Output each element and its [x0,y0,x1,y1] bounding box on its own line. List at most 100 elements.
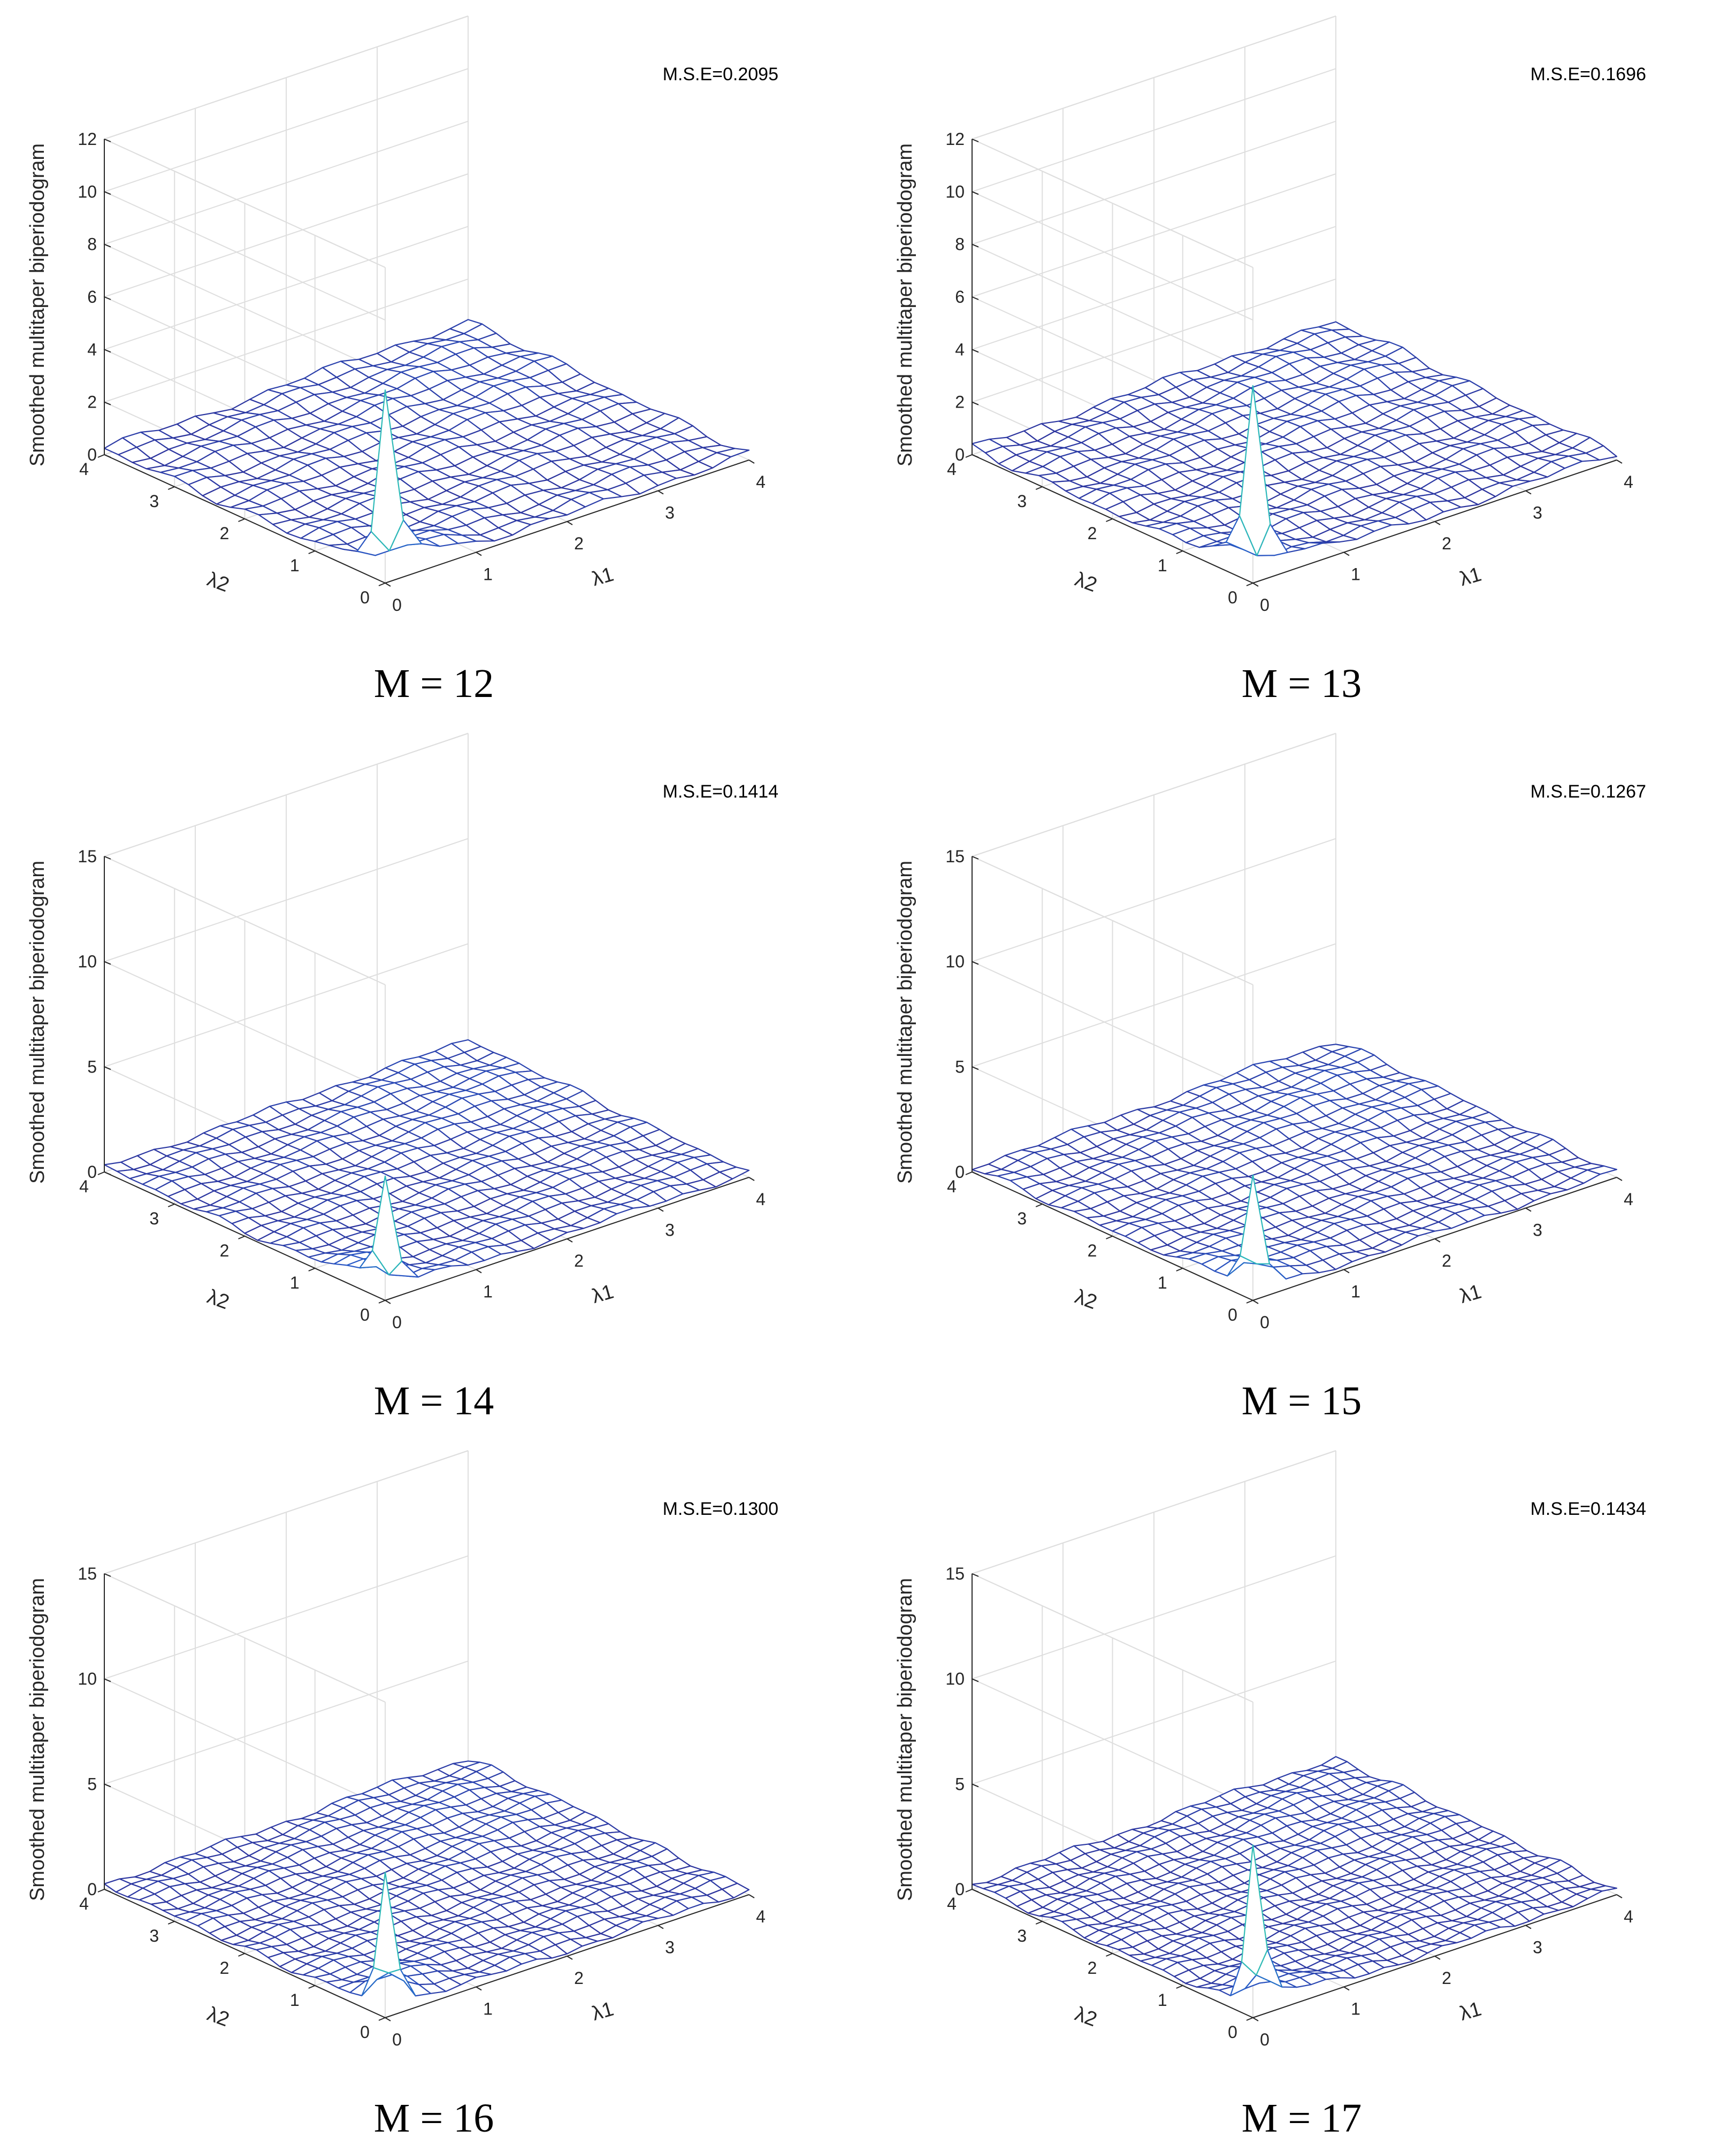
x-axis-label: λ1 [1457,1281,1484,1308]
x-axis-label: λ1 [1457,563,1484,591]
surface-mesh [103,319,750,556]
surface-mesh [971,1044,1618,1280]
x-tick-label: 3 [1533,503,1542,523]
y-tick-mark [965,454,973,458]
x-tick-mark [1343,1986,1350,1991]
y-tick-label: 2 [1088,524,1097,543]
x-tick-label: 4 [1624,1190,1633,1209]
z-tick-label: 10 [78,182,97,201]
box-edge [104,1573,386,1703]
x-tick-mark [657,490,664,495]
y-tick-mark [1035,1921,1043,1925]
x-tick-mark [476,551,482,556]
z-tick-mark [104,1889,111,1893]
y-tick-mark [965,1889,973,1893]
z-tick-label: 5 [87,1774,97,1794]
x-tick-label: 1 [483,1282,493,1301]
x-tick-mark [567,521,573,525]
surface-plot-1: 0 1 2 3 4 0 1 2 3 4 0 2 4 6 8 10 12 λ1 λ2 Smoothed multitap… [0,0,868,717]
box-edge [972,856,1253,985]
z-axis-label: Smoothed multitaper biperiodogram [894,861,916,1184]
z-tick-label: 12 [945,129,965,149]
y-tick-mark [238,1953,245,1957]
x-axis-label: λ1 [590,1998,616,2025]
surface-plot-4: 0 1 2 3 4 0 1 2 3 4 0 5 10 15 λ1 λ2 Smoothed multitaper … [868,717,1735,1435]
surface-mesh [103,1760,750,1997]
x-tick-label: 4 [756,1190,766,1209]
mse-annotation: M.S.E=0.1696 [1531,64,1646,85]
y-tick-label: 2 [220,524,230,543]
x-tick-label: 1 [483,1999,493,2019]
x-tick-mark [1343,551,1350,556]
y-tick-mark [1176,1985,1183,1989]
z-tick-mark [104,349,111,353]
z-tick-mark [104,1783,111,1788]
x-tick-mark [1434,1238,1441,1243]
y-tick-label: 2 [1088,1241,1097,1260]
surface-plot-2: 0 1 2 3 4 0 1 2 3 4 0 2 4 6 8 10 12 λ1 λ2 Smoothed multitap… [868,0,1735,717]
x-tick-label: 1 [1351,1999,1360,2019]
panel-caption: M = 16 [373,2096,494,2141]
x-tick-label: 4 [756,472,766,492]
box-edge [104,139,386,268]
y-tick-mark [1246,1300,1253,1304]
y-tick-mark [1106,1953,1113,1957]
x-tick-mark [1616,1894,1623,1898]
x-tick-label: 3 [665,1938,675,1957]
y-tick-label: 1 [290,1273,300,1292]
x-tick-mark [657,1207,664,1212]
panel-caption: M = 12 [373,661,494,706]
z-tick-label: 0 [87,445,97,464]
x-tick-mark [748,1894,755,1898]
x-tick-mark [476,1269,482,1274]
x-tick-mark [748,459,755,464]
y-tick-mark [167,486,175,490]
y-tick-mark [238,518,245,522]
z-axis-label: Smoothed multitaper biperiodogram [894,1578,916,1901]
y-tick-mark [238,1236,245,1239]
x-axis-label: λ1 [590,1281,616,1308]
y-tick-mark [1035,1204,1043,1207]
y-tick-mark [167,1204,175,1207]
x-tick-mark [1252,2017,1259,2021]
z-tick-mark [104,454,111,458]
z-tick-mark [104,1573,111,1577]
y-tick-label: 3 [149,1926,159,1945]
x-tick-label: 1 [1351,565,1360,584]
y-tick-label: 1 [1158,1273,1167,1292]
y-tick-label: 0 [1228,2022,1237,2042]
z-tick-mark [104,401,111,405]
y-tick-label: 0 [1228,588,1237,607]
z-tick-label: 6 [87,287,97,307]
x-tick-label: 2 [1442,1251,1451,1270]
x-tick-mark [476,1986,482,1991]
z-tick-label: 10 [78,1669,97,1689]
box-edge [972,1450,1336,1574]
y-tick-mark [1246,2017,1253,2021]
mesh-cell [1241,1844,1268,1976]
y-tick-mark [1106,1236,1113,1239]
y-tick-label: 4 [79,1177,89,1196]
x-tick-mark [385,2017,391,2021]
surface-mesh [971,321,1618,556]
mse-annotation: M.S.E=0.1414 [663,781,778,802]
x-tick-mark [657,1925,664,1929]
y-tick-mark [1035,486,1043,490]
z-tick-mark [972,1573,979,1577]
z-tick-label: 15 [78,847,97,866]
z-tick-mark [104,1171,111,1175]
y-tick-label: 4 [947,459,957,479]
y-tick-mark [308,550,316,554]
z-tick-label: 10 [945,952,965,971]
z-tick-label: 10 [945,182,965,201]
y-tick-label: 3 [149,492,159,511]
z-tick-mark [972,139,979,142]
x-tick-label: 0 [1260,595,1270,615]
x-axis-label: λ1 [1457,1998,1484,2025]
x-tick-label: 0 [1260,1313,1270,1332]
